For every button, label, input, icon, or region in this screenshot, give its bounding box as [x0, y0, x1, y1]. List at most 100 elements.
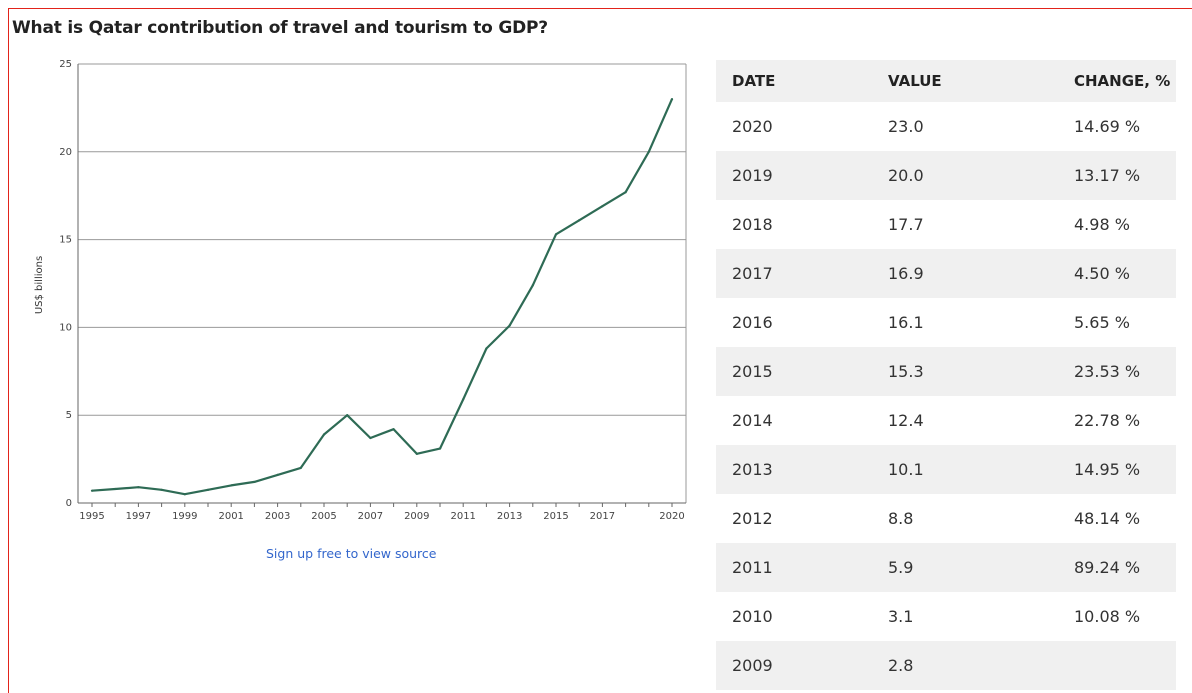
data-point — [670, 98, 674, 101]
y-tick-label: 25 — [59, 59, 72, 70]
cell-date: 2010 — [732, 607, 773, 626]
cell-value: 15.3 — [872, 347, 1058, 396]
page-frame — [8, 8, 1192, 693]
x-tick-label: 2011 — [450, 511, 475, 522]
cell-value: 23.0 — [888, 117, 924, 136]
cell-change: 14.69 % — [1074, 117, 1141, 136]
cell-date: 2011 — [716, 543, 872, 592]
table-row: 2014 12.4 22.78 % — [716, 396, 1176, 445]
table-row: 2012 8.8 48.14 % — [716, 494, 1176, 543]
cell-value: 8.8 — [888, 509, 914, 528]
data-point — [276, 473, 279, 477]
data-point — [508, 324, 511, 327]
data-point — [531, 284, 534, 287]
x-tick-label: 2015 — [543, 511, 568, 522]
data-point — [415, 452, 418, 455]
cell-change: 4.98 % — [1074, 215, 1130, 234]
chart-grid — [78, 63, 686, 504]
data-point — [114, 487, 117, 491]
data-point — [647, 150, 650, 153]
data-point — [253, 480, 256, 484]
cell-value: 5.9 — [872, 543, 1058, 592]
table-row: 2011 5.9 89.24 % — [716, 543, 1176, 592]
y-tick-label: 15 — [59, 235, 72, 246]
cell-change: 48.14 % — [1074, 509, 1141, 528]
cell-value: 16.9 — [872, 249, 1058, 298]
data-point — [230, 484, 233, 487]
cell-value: 20.0 — [872, 151, 1058, 200]
data-point — [438, 447, 442, 450]
table-row: 2019 20.0 13.17 % — [716, 151, 1176, 200]
cell-date: 2013 — [716, 445, 872, 494]
cell-change: 5.65 % — [1074, 313, 1130, 332]
y-tick-label: 0 — [66, 498, 72, 509]
y-tick-label: 5 — [66, 410, 72, 421]
x-axis: 1995 1997 1999 2001 2003 2005 2007 2009 2011 2013… — [77, 64, 687, 522]
cell-date: 2014 — [732, 411, 773, 430]
header-date: DATE — [716, 60, 872, 102]
y-axis: 0 5 10 15 20 25 — [59, 59, 72, 509]
cell-value: 10.1 — [872, 445, 1058, 494]
cell-date: 2020 — [732, 117, 773, 136]
cell-change: 22.78 % — [1074, 411, 1141, 430]
y-tick-label: 20 — [59, 147, 72, 158]
data-point — [554, 233, 558, 236]
data-point — [462, 398, 465, 401]
cell-change: 4.50 % — [1058, 249, 1176, 298]
data-point — [578, 219, 581, 222]
data-point — [392, 428, 395, 431]
cell-date: 2015 — [716, 347, 872, 396]
table-row: 2015 15.3 23.53 % — [716, 347, 1176, 396]
data-point — [322, 433, 326, 436]
data-point — [485, 347, 488, 350]
y-tick-label: 10 — [59, 322, 72, 333]
table-row: 2016 16.1 5.65 % — [716, 298, 1176, 347]
cell-date: 2009 — [716, 641, 872, 690]
cell-date: 2012 — [732, 509, 773, 528]
table-row: 2009 2.8 — [716, 641, 1176, 690]
cell-change: 10.08 % — [1074, 607, 1141, 626]
x-tick-label: 2013 — [497, 511, 522, 522]
table-row: 2013 10.1 14.95 % — [716, 445, 1176, 494]
data-table: DATE VALUE CHANGE, % 2020 23.0 14.69 % 2019… — [716, 60, 1176, 690]
cell-date: 2019 — [716, 151, 872, 200]
x-tick-label: 1999 — [172, 511, 197, 522]
header-change: CHANGE, % — [1058, 60, 1176, 102]
table-row: 2020 23.0 14.69 % — [716, 102, 1176, 151]
x-tick-label: 2005 — [311, 511, 336, 522]
sign-up-source-link[interactable]: Sign up free to view source — [266, 546, 437, 561]
data-point — [90, 489, 94, 492]
data-point — [299, 466, 302, 469]
cell-value: 17.7 — [888, 215, 924, 234]
cell-change: 14.95 % — [1058, 445, 1176, 494]
x-tick-label: 1997 — [126, 511, 151, 522]
cell-value: 3.1 — [888, 607, 914, 626]
data-point — [346, 414, 349, 417]
cell-change — [1058, 641, 1176, 690]
data-point — [137, 486, 140, 489]
table-row: 2018 17.7 4.98 % — [716, 200, 1176, 249]
x-tick-label: 2003 — [265, 511, 290, 522]
cell-change: 13.17 % — [1058, 151, 1176, 200]
x-tick-label: 2001 — [218, 511, 243, 522]
header-value: VALUE — [872, 60, 1058, 102]
x-tick-label: 2017 — [590, 511, 615, 522]
x-tick-label: 2007 — [358, 511, 383, 522]
data-points — [90, 98, 674, 496]
series-line — [91, 98, 674, 496]
x-tick-label: 1995 — [79, 511, 104, 522]
cell-value: 2.8 — [872, 641, 1058, 690]
cell-change: 89.24 % — [1058, 543, 1176, 592]
table-row: 2010 3.1 10.08 % — [716, 592, 1176, 641]
cell-date: 2017 — [716, 249, 872, 298]
line-chart: 0 5 10 15 20 25 1995 1997 1999 2001 2003 2005 2007 2… — [34, 59, 687, 522]
data-point — [160, 488, 163, 491]
cell-change: 23.53 % — [1058, 347, 1176, 396]
data-point — [601, 205, 604, 208]
page-title: What is Qatar contribution of travel and… — [12, 18, 548, 38]
table-row: 2017 16.9 4.50 % — [716, 249, 1176, 298]
data-point — [183, 493, 186, 496]
cell-date: 2016 — [732, 313, 773, 332]
x-tick-label: 2009 — [404, 511, 429, 522]
data-point — [206, 488, 210, 491]
